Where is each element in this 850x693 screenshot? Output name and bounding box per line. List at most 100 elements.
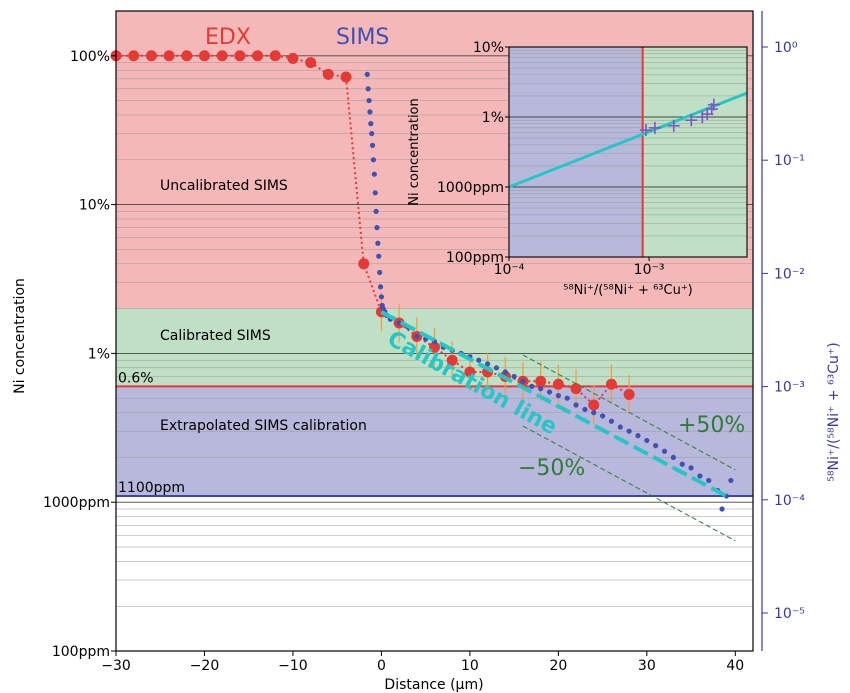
sims-point — [564, 395, 570, 401]
inset-band-left — [509, 47, 643, 257]
threshold-label-1: 1100ppm — [118, 480, 185, 496]
threshold-label-0: 0.6% — [118, 370, 154, 386]
band-label-2: Extrapolated SIMS calibration — [160, 418, 367, 434]
sims-point — [372, 190, 378, 196]
edx-point — [446, 354, 458, 366]
y-axis-label: Ni concentration — [12, 278, 28, 394]
sims-point — [529, 383, 535, 390]
right-y-tick-label: 10⁰ — [774, 40, 798, 56]
y-tick-label: 1000ppm — [43, 495, 110, 511]
x-tick-label: 10 — [461, 658, 479, 674]
edx-point — [535, 375, 547, 387]
sims-point — [644, 437, 650, 444]
band-label-1: Calibrated SIMS — [160, 328, 271, 344]
sims-point — [493, 365, 500, 371]
band-label-layer: Uncalibrated SIMS Calibrated SIMS Extrapol… — [160, 178, 367, 434]
band-label-0: Uncalibrated SIMS — [160, 178, 288, 194]
sims-point — [375, 240, 381, 246]
sims-point — [719, 506, 725, 512]
edx-series-layer — [110, 50, 635, 425]
sims-point — [573, 402, 579, 408]
sims-point — [653, 443, 659, 449]
x-axis-label: Distance (μm) — [384, 677, 483, 693]
edx-point — [623, 388, 635, 400]
sims-point — [371, 171, 377, 177]
sims-point — [378, 294, 385, 300]
sims-point — [626, 428, 632, 434]
inset-y-axis-label: Ni concentration — [407, 98, 422, 206]
sims-point — [582, 406, 588, 413]
sims-point — [546, 389, 553, 395]
inset-y-tick-label: 10% — [473, 40, 504, 56]
sims-point — [396, 320, 402, 326]
sims-point — [377, 284, 384, 290]
sims-point — [706, 477, 712, 484]
edx-point — [429, 341, 440, 353]
edx-point — [145, 50, 157, 62]
edx-point — [181, 50, 193, 62]
x-tick-label: −20 — [190, 658, 220, 674]
sims-point — [368, 121, 374, 127]
inset-x-tick-label: 10⁻⁴ — [494, 262, 525, 278]
sims-point — [373, 208, 379, 215]
sims-point — [670, 454, 676, 461]
inset-band-right — [642, 47, 747, 257]
x-tick-label: 30 — [638, 658, 656, 674]
edx-point — [252, 50, 264, 62]
sims-point — [369, 142, 376, 148]
inset-x-tick-label: 10⁻³ — [634, 262, 665, 278]
calibration-layer — [380, 310, 736, 542]
edx-point — [605, 378, 617, 390]
edx-point — [269, 50, 281, 62]
sims-point — [484, 361, 491, 367]
x-tick-label: 40 — [726, 658, 744, 674]
band-2 — [116, 386, 753, 497]
y-tick-label: 10% — [79, 198, 110, 214]
sims-point — [599, 413, 606, 419]
inset-y-tick-label: 1000ppm — [437, 180, 504, 196]
edx-point — [322, 68, 334, 80]
sims-point — [502, 369, 508, 375]
plot-frame — [115, 10, 754, 652]
sims-point — [591, 410, 597, 416]
inset-frame — [508, 46, 748, 258]
right-y-axis-label: ⁵⁸Ni⁺/(⁵⁸Ni⁺ + ⁶³Cu⁺) — [826, 342, 842, 482]
edx-point — [198, 50, 210, 62]
inset-y-tick-label: 1% — [482, 110, 504, 126]
inset-x-axis-label: ⁵⁸Ni⁺/(⁵⁸Ni⁺ + ⁶³Cu⁺) — [563, 283, 693, 298]
edx-point — [570, 383, 582, 395]
edx-point — [216, 50, 228, 62]
edx-point — [234, 50, 246, 62]
sims-point — [414, 333, 420, 340]
sims-point — [366, 97, 372, 104]
sims-point — [370, 157, 377, 163]
minus-50-line — [522, 425, 736, 542]
right-y-tick-label: 10⁻³ — [774, 380, 805, 396]
edx-point — [464, 366, 476, 378]
edx-point — [340, 71, 352, 83]
edx-point — [287, 52, 299, 64]
x-tick-label: 20 — [549, 658, 567, 674]
sims-point — [367, 109, 373, 115]
plus-50-label: +50% — [678, 413, 745, 438]
edx-point — [128, 50, 140, 62]
edx-point — [358, 258, 370, 270]
minus-50-label: −50% — [518, 456, 585, 481]
sims-point — [376, 253, 382, 259]
edx-label: EDX — [205, 25, 251, 50]
inset-y-tick-label: 100ppm — [446, 250, 504, 266]
right-y-tick-label: 10⁻² — [774, 266, 805, 282]
sims-point — [728, 477, 734, 484]
sims-point — [369, 130, 375, 137]
sims-point — [555, 393, 561, 399]
sims-point — [374, 225, 380, 231]
sims-point — [688, 465, 694, 471]
right-y-tick-label: 10⁻⁵ — [774, 606, 805, 622]
sims-point — [617, 424, 623, 430]
sims-point — [697, 473, 703, 479]
axes-layer: −30 −20 −10 0 10 20 30 40 100ppm 1000ppm 1% 10% 100%… — [43, 10, 805, 674]
sims-point — [365, 86, 371, 92]
edx-point — [163, 50, 175, 62]
sims-label: SIMS — [336, 25, 389, 50]
